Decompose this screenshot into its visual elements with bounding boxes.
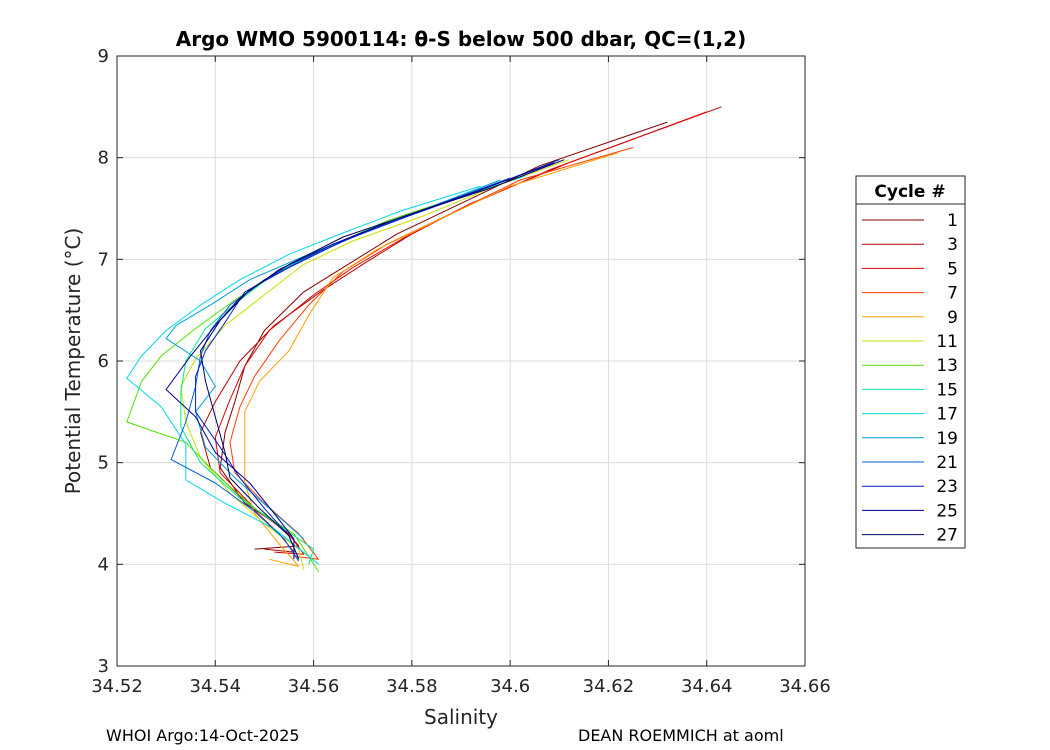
series-line-cycle-23 <box>195 159 560 560</box>
series-line-cycle-25 <box>165 162 555 560</box>
legend-label-cycle-15: 15 <box>936 380 958 400</box>
x-tick-label: 34.52 <box>91 676 143 697</box>
series-line-cycle-9 <box>244 152 619 567</box>
legend-label-cycle-7: 7 <box>947 284 958 304</box>
legend-title: Cycle # <box>874 182 945 202</box>
legend-label-cycle-27: 27 <box>936 526 958 546</box>
x-tick-label: 34.54 <box>190 676 242 697</box>
x-tick-label: 34.66 <box>779 676 831 697</box>
series-line-cycle-17 <box>126 185 481 565</box>
series-lines <box>126 106 722 572</box>
legend-label-cycle-9: 9 <box>947 308 958 328</box>
x-tick-label: 34.58 <box>386 676 438 697</box>
axis-ticks: 34.52 34.54 34.56 34.58 34.6 34.62 34.64 34.66 3… <box>91 46 831 697</box>
x-tick-label: 34.56 <box>288 676 340 697</box>
y-tick-label: 4 <box>98 554 109 575</box>
chart-title: Argo WMO 5900114: θ-S below 500 dbar, QC… <box>176 27 746 51</box>
legend-label-cycle-21: 21 <box>936 453 958 473</box>
series-line-cycle-27 <box>200 159 565 560</box>
grid-lines <box>117 56 805 666</box>
x-axis-label: Salinity <box>424 705 498 729</box>
y-tick-label: 7 <box>98 249 109 270</box>
legend-label-cycle-5: 5 <box>947 259 958 279</box>
x-tick-label: 34.6 <box>490 676 530 697</box>
footer-right-credit: DEAN ROEMMICH at aoml <box>578 726 784 745</box>
x-tick-label: 34.62 <box>583 676 635 697</box>
legend-label-cycle-23: 23 <box>936 477 958 497</box>
y-tick-label: 9 <box>98 46 109 67</box>
legend-label-cycle-17: 17 <box>936 405 958 425</box>
legend-label-cycle-3: 3 <box>947 235 958 255</box>
y-axis-label: Potential Temperature (°C) <box>61 228 85 495</box>
y-tick-label: 3 <box>98 656 109 677</box>
x-tick-label: 34.64 <box>681 676 733 697</box>
footer-left-credit: WHOI Argo:14-Oct-2025 <box>106 726 300 745</box>
y-tick-label: 5 <box>98 453 109 474</box>
y-tick-label: 8 <box>98 148 109 169</box>
legend-label-cycle-13: 13 <box>936 356 958 376</box>
series-line-cycle-11 <box>180 159 570 570</box>
legend-label-cycle-19: 19 <box>936 429 958 449</box>
legend-label-cycle-11: 11 <box>936 332 958 352</box>
legend-label-cycle-1: 1 <box>947 211 958 231</box>
legend-label-cycle-25: 25 <box>936 501 958 521</box>
y-tick-label: 6 <box>98 351 109 372</box>
series-line-cycle-13 <box>126 169 535 572</box>
